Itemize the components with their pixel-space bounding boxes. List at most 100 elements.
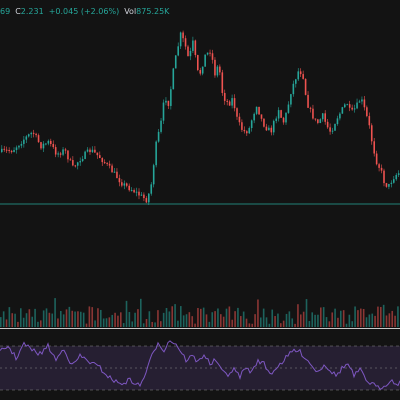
candle[interactable] — [378, 162, 380, 172]
candle[interactable] — [223, 89, 226, 105]
candle[interactable] — [353, 104, 356, 113]
candle[interactable] — [121, 179, 123, 188]
candle[interactable] — [275, 116, 277, 124]
candle[interactable] — [297, 68, 300, 82]
candle[interactable] — [62, 147, 64, 157]
candle[interactable] — [20, 141, 23, 149]
candle[interactable] — [383, 168, 385, 187]
candle[interactable] — [18, 145, 20, 150]
candle[interactable] — [295, 78, 297, 88]
candle[interactable] — [265, 123, 268, 131]
candle[interactable] — [172, 67, 175, 90]
candle[interactable] — [366, 105, 368, 118]
candle[interactable] — [13, 147, 15, 153]
candle[interactable] — [331, 127, 334, 135]
candle[interactable] — [103, 159, 106, 165]
candle[interactable] — [135, 187, 138, 197]
candle[interactable] — [101, 157, 104, 166]
candle[interactable] — [37, 133, 40, 143]
candle[interactable] — [59, 151, 62, 158]
candle[interactable] — [96, 152, 99, 159]
candle[interactable] — [35, 132, 37, 138]
candle[interactable] — [290, 93, 292, 108]
candle[interactable] — [326, 119, 329, 129]
candle[interactable] — [241, 119, 243, 133]
candle[interactable] — [10, 149, 13, 154]
candle[interactable] — [358, 99, 361, 103]
candle[interactable] — [179, 31, 182, 50]
candle[interactable] — [160, 118, 162, 134]
candle[interactable] — [339, 112, 341, 121]
candle[interactable] — [162, 99, 165, 124]
candle[interactable] — [348, 100, 351, 112]
candle[interactable] — [324, 110, 326, 125]
candle[interactable] — [226, 98, 228, 106]
candle[interactable] — [165, 97, 167, 106]
candle[interactable] — [216, 64, 219, 78]
candle[interactable] — [91, 146, 94, 154]
candle[interactable] — [128, 183, 130, 192]
candle[interactable] — [272, 119, 275, 136]
candle[interactable] — [243, 126, 246, 134]
candle[interactable] — [145, 196, 148, 204]
candle[interactable] — [157, 129, 160, 143]
candle[interactable] — [192, 36, 194, 53]
candle[interactable] — [187, 44, 189, 57]
candle[interactable] — [140, 192, 143, 196]
candle[interactable] — [395, 173, 398, 181]
candle[interactable] — [270, 125, 273, 136]
candle[interactable] — [25, 135, 28, 143]
candle[interactable] — [236, 107, 238, 120]
candle[interactable] — [3, 145, 6, 152]
candle[interactable] — [76, 161, 79, 170]
candle[interactable] — [201, 66, 204, 76]
candle[interactable] — [341, 106, 344, 114]
candle[interactable] — [263, 118, 265, 128]
candle[interactable] — [346, 103, 349, 106]
candle[interactable] — [356, 98, 358, 110]
candle[interactable] — [174, 55, 177, 69]
candle[interactable] — [148, 193, 150, 206]
candle[interactable] — [319, 118, 322, 124]
candle[interactable] — [155, 140, 157, 168]
candlestick-pane[interactable] — [0, 30, 400, 206]
candle[interactable] — [189, 47, 192, 61]
candle[interactable] — [106, 162, 108, 167]
candle[interactable] — [246, 130, 248, 136]
rsi-pane[interactable] — [0, 340, 400, 391]
candle[interactable] — [344, 103, 346, 108]
candle[interactable] — [111, 163, 113, 173]
candle[interactable] — [312, 104, 314, 120]
candle[interactable] — [94, 146, 96, 153]
candle[interactable] — [54, 144, 57, 158]
candle[interactable] — [373, 138, 375, 157]
candle[interactable] — [370, 123, 373, 145]
candle[interactable] — [393, 175, 395, 184]
candle[interactable] — [125, 182, 128, 188]
candle[interactable] — [130, 187, 133, 192]
candle[interactable] — [388, 183, 390, 190]
candle[interactable] — [72, 156, 74, 167]
candle[interactable] — [231, 94, 233, 109]
candle[interactable] — [199, 67, 202, 76]
candle[interactable] — [336, 115, 339, 126]
volume-pane[interactable] — [0, 298, 400, 329]
candle[interactable] — [116, 168, 118, 179]
candle[interactable] — [375, 150, 378, 166]
candle[interactable] — [206, 52, 209, 56]
candle[interactable] — [304, 78, 307, 96]
candle[interactable] — [238, 113, 241, 126]
candle[interactable] — [253, 112, 255, 124]
candle[interactable] — [152, 163, 155, 188]
candle[interactable] — [45, 142, 47, 146]
candle[interactable] — [228, 100, 231, 106]
candle[interactable] — [258, 106, 260, 115]
candle[interactable] — [30, 131, 32, 138]
candle[interactable] — [248, 126, 251, 134]
candle[interactable] — [123, 180, 126, 190]
candle[interactable] — [317, 118, 319, 125]
candle[interactable] — [363, 96, 366, 111]
candle[interactable] — [52, 140, 55, 149]
candle[interactable] — [182, 30, 184, 43]
